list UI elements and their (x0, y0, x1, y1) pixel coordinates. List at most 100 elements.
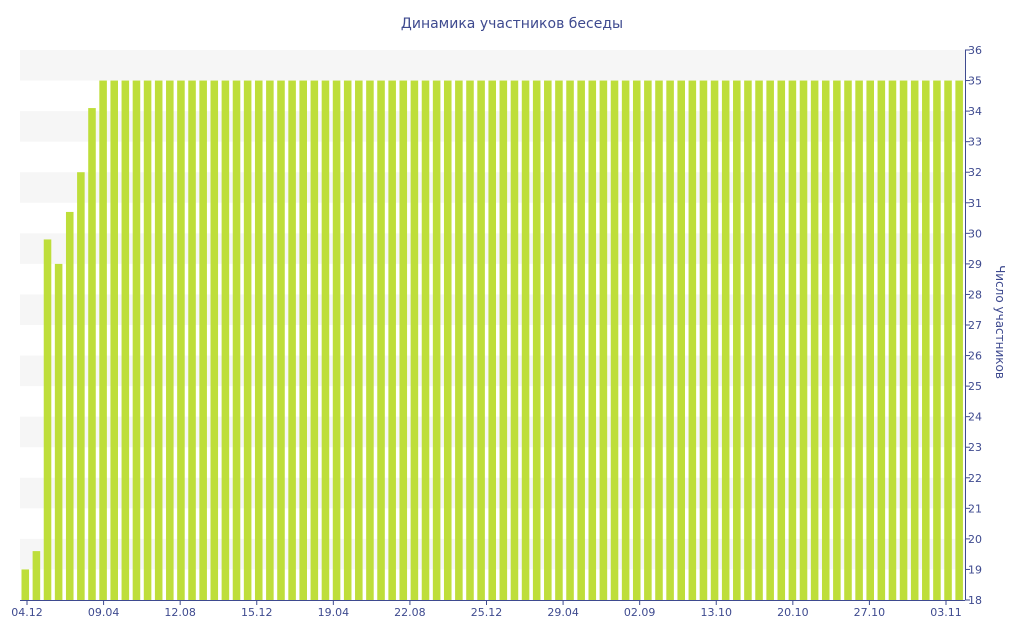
bar (21, 569, 30, 600)
bar (321, 80, 330, 600)
y-tick-label: 33 (968, 136, 982, 149)
bar (110, 80, 118, 600)
bar (888, 80, 897, 600)
bar (488, 80, 496, 600)
x-tick-label: 03.11 (930, 606, 962, 619)
bar (821, 80, 830, 600)
bar (43, 239, 52, 600)
bar (710, 80, 719, 600)
bar (721, 80, 730, 600)
bar (443, 80, 452, 600)
bar (221, 80, 230, 600)
bar (599, 80, 608, 600)
bar (54, 263, 63, 600)
bar (288, 80, 296, 600)
bar (310, 80, 319, 600)
bar (644, 80, 652, 600)
y-tick-label: 24 (968, 411, 982, 424)
bar (410, 80, 419, 600)
grid-band (20, 50, 965, 81)
bar (343, 80, 352, 600)
bar (143, 80, 152, 600)
x-tick-label: 22.08 (394, 606, 426, 619)
y-tick-label: 34 (968, 105, 982, 118)
bar (699, 80, 708, 600)
bar (355, 80, 363, 600)
bar (877, 80, 886, 600)
bar (243, 80, 252, 600)
y-tick-label: 35 (968, 75, 982, 88)
bar (477, 80, 485, 600)
bars (21, 80, 963, 600)
y-tick-label: 19 (968, 563, 982, 576)
bar (555, 80, 563, 600)
y-tick-label: 31 (968, 197, 982, 210)
bar (621, 80, 630, 600)
bar (766, 80, 774, 600)
x-tick-label: 25.12 (471, 606, 503, 619)
bar (744, 80, 752, 600)
bar (377, 80, 385, 600)
bar (132, 80, 141, 600)
y-tick-label: 23 (968, 441, 982, 454)
x-tick-label: 12.08 (164, 606, 196, 619)
x-tick-label: 13.10 (701, 606, 733, 619)
bar (254, 80, 263, 600)
bar (88, 108, 96, 600)
bar (232, 80, 241, 600)
bar (399, 80, 408, 600)
bar (77, 172, 85, 600)
bar (121, 80, 130, 600)
bar (510, 80, 519, 600)
bar (910, 80, 919, 600)
bar (833, 80, 841, 600)
y-tick-label: 30 (968, 227, 982, 240)
bar (65, 211, 74, 600)
x-tick-label: 19.04 (318, 606, 350, 619)
bar (299, 80, 307, 600)
bar (899, 80, 908, 600)
y-tick-label: 20 (968, 533, 982, 546)
bar (799, 80, 808, 600)
x-tick-label: 15.12 (241, 606, 273, 619)
bar (755, 80, 763, 600)
bar (455, 80, 463, 600)
y-tick-label: 29 (968, 258, 982, 271)
y-axis-label: Число участников (993, 265, 1007, 379)
bar (944, 80, 952, 600)
y-tick-label: 22 (968, 472, 982, 485)
bar (188, 80, 196, 600)
bar (199, 80, 207, 600)
bar (866, 80, 874, 600)
bar (577, 80, 585, 600)
bar (277, 80, 285, 600)
bar (544, 80, 552, 600)
y-tick-label: 36 (968, 44, 982, 57)
y-ticks: 18 19 20 21 22 23 24 25 26 27 28 29 30 31 32 33 34 35 36 (965, 44, 982, 607)
bar (266, 80, 274, 600)
bar (777, 80, 786, 600)
bar (844, 80, 852, 600)
y-tick-label: 25 (968, 380, 982, 393)
chart-title: Динамика участников беседы (401, 16, 623, 32)
x-tick-label: 09.04 (88, 606, 120, 619)
x-tick-label: 29.04 (547, 606, 579, 619)
bar (632, 80, 641, 600)
bar (677, 80, 685, 600)
bar (810, 80, 819, 600)
x-tick-label: 27.10 (854, 606, 886, 619)
bar (588, 80, 597, 600)
y-tick-label: 21 (968, 502, 982, 515)
bar (177, 80, 185, 600)
bar (933, 80, 941, 600)
bar (688, 80, 697, 600)
bar (466, 80, 474, 600)
bar (154, 80, 163, 600)
bar (210, 80, 219, 600)
y-tick-label: 32 (968, 166, 982, 179)
y-tick-label: 26 (968, 350, 982, 363)
y-tick-label: 27 (968, 319, 982, 332)
x-tick-label: 20.10 (777, 606, 809, 619)
y-tick-label: 18 (968, 594, 982, 607)
